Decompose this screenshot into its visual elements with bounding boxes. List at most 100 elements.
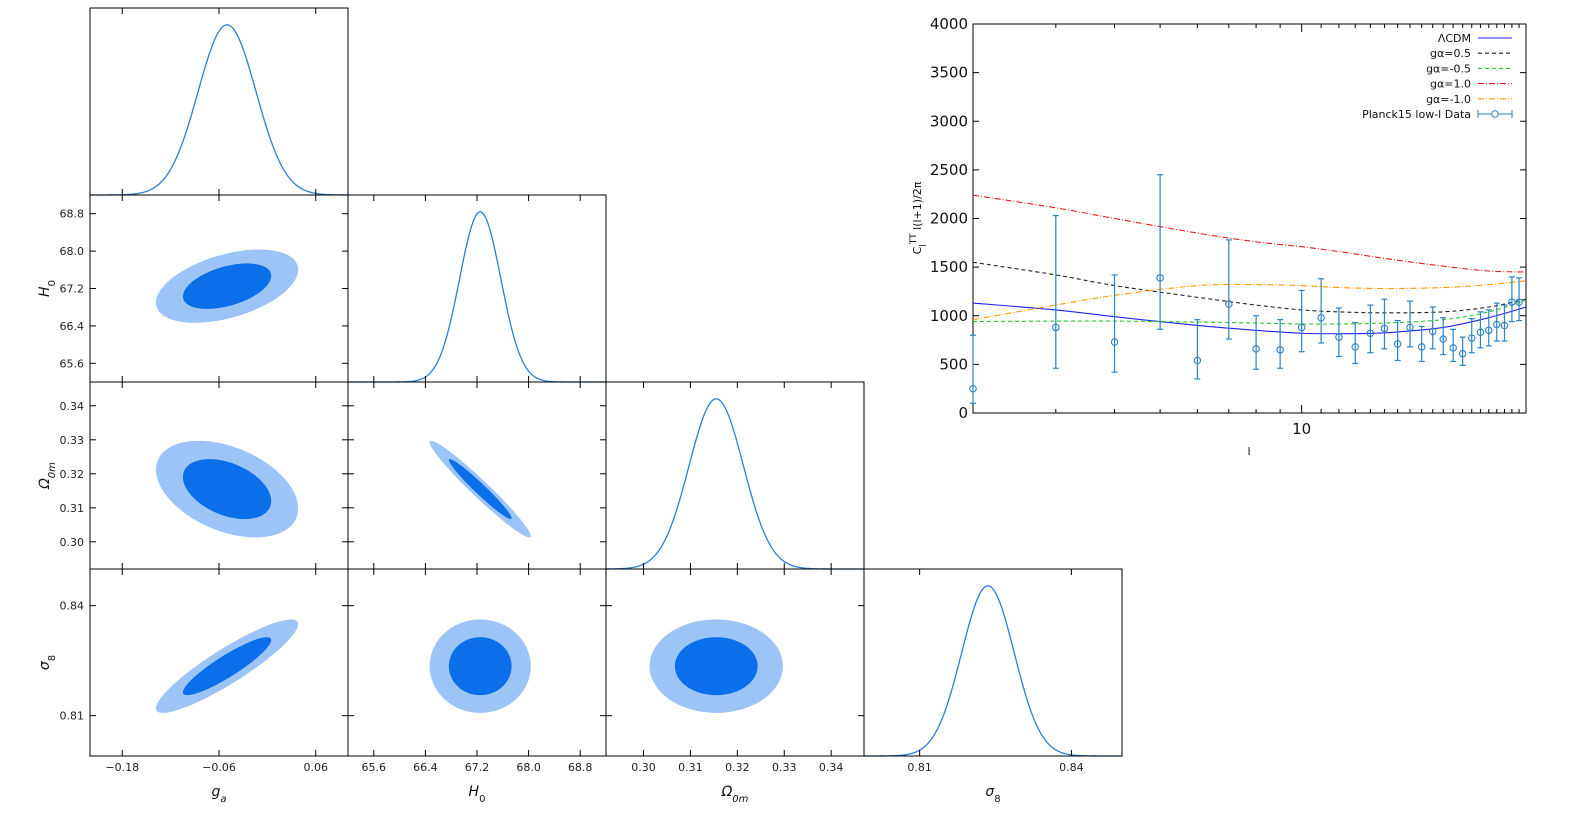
data-point-7 xyxy=(1276,346,1284,354)
xtick-label: 10 xyxy=(1292,420,1311,438)
ytick-label: 0.34 xyxy=(60,400,85,413)
yaxis-label-2-sub: 0m xyxy=(47,462,58,478)
yaxis-label-3-main: σ xyxy=(37,660,53,670)
ytick-label: 500 xyxy=(939,355,968,373)
ytick-label: 2000 xyxy=(930,210,968,228)
series-line-1 xyxy=(973,261,1526,314)
model-curves xyxy=(973,194,1526,335)
ytick-label: 1500 xyxy=(930,258,968,276)
contour-68-3-1 xyxy=(448,637,512,696)
series-line-3 xyxy=(973,194,1526,273)
ytick-label: 2500 xyxy=(930,161,968,179)
legend-label-4: gα=-1.0 xyxy=(1426,93,1471,106)
yaxis-label-2: Ω0m xyxy=(37,462,58,490)
xaxis-label-0-sub: a xyxy=(220,794,226,805)
series-line-2 xyxy=(973,299,1526,325)
data-point-22 xyxy=(1476,328,1485,337)
panel-2-0: 0.30 0.31 0.32 0.33 0.34 xyxy=(60,381,349,570)
ytick-label: 67.2 xyxy=(60,283,85,296)
ytick-label: 65.6 xyxy=(60,357,85,370)
xtick-label: 0.84 xyxy=(1059,761,1084,774)
ytick-label: 4000 xyxy=(930,15,968,33)
ytick-label: 1000 xyxy=(930,307,968,325)
panel-2-1 xyxy=(347,381,607,570)
xaxis-label-1: H0 xyxy=(469,784,486,805)
legend-label-5: Planck15 low-l Data xyxy=(1362,108,1471,121)
marginal-curve-1 xyxy=(348,211,606,383)
data-point-24 xyxy=(1493,320,1501,329)
data-point-21 xyxy=(1467,334,1476,342)
xaxis-label-1-main: H xyxy=(469,784,480,800)
contour-68-3-0 xyxy=(182,637,272,696)
xtick-label: 68.0 xyxy=(516,761,541,774)
panel-3-0: −0.18 −0.06 0.06 0.81 0.84 xyxy=(60,568,349,774)
y-axis-label-sup: TT xyxy=(909,233,919,245)
xaxis-label-2-sub: 0m xyxy=(732,794,748,805)
legend-label-1: gα=0.5 xyxy=(1430,47,1471,60)
panel-frame-0-0 xyxy=(89,7,349,196)
data-point-0 xyxy=(969,384,977,393)
xaxis-label-0-main: g xyxy=(211,784,220,800)
yaxis-label-3: σ8 xyxy=(37,655,58,670)
ytick-label: 3000 xyxy=(930,112,968,130)
ytick-label: 68.0 xyxy=(60,245,85,258)
data-point-14 xyxy=(1393,340,1402,348)
xtick-label: 0.31 xyxy=(678,761,703,774)
ytick-label: 0 xyxy=(958,404,968,422)
data-point-18 xyxy=(1439,335,1447,343)
yaxis-label-2-main: Ω xyxy=(37,478,53,490)
panel-1-0: 65.6 66.4 67.2 68.0 68.8 xyxy=(60,194,349,383)
yaxis-label-3-sub: 8 xyxy=(47,655,58,661)
xtick-label: −0.18 xyxy=(105,761,139,774)
data-point-6 xyxy=(1252,345,1260,353)
y-axis-label-c: C xyxy=(911,246,924,254)
xtick-label: 0.34 xyxy=(819,761,844,774)
data-point-19 xyxy=(1449,344,1457,352)
marginal-curve-3 xyxy=(864,585,1122,757)
xtick-label: 0.06 xyxy=(304,761,329,774)
data-point-23 xyxy=(1485,326,1493,335)
marginal-curve-2 xyxy=(605,398,864,570)
ytick-label: 0.84 xyxy=(60,600,85,613)
y-axis-label: ClTT l(l+1)/2π xyxy=(909,181,929,254)
ytick-label: 0.81 xyxy=(60,710,85,723)
data-point-10 xyxy=(1335,333,1343,341)
panel-3-3: 0.81 0.84 xyxy=(863,568,1123,774)
contour-68-1-0 xyxy=(182,263,272,309)
xtick-label: 68.8 xyxy=(568,761,593,774)
data-point-20 xyxy=(1458,349,1467,358)
xtick-label: 65.6 xyxy=(362,761,387,774)
panel-2-2 xyxy=(605,381,865,570)
xtick-label: 0.33 xyxy=(772,761,797,774)
data-point-13 xyxy=(1380,324,1389,333)
legend-marker xyxy=(1491,110,1499,118)
power-spectrum-plot: 0500100015002000250030003500400010lClTT … xyxy=(909,15,1527,458)
yaxis-label-1-sub: 0 xyxy=(47,280,58,286)
ytick-label: 0.30 xyxy=(60,536,85,549)
data-point-2 xyxy=(1110,338,1119,346)
contour-68-2-0 xyxy=(182,459,272,520)
data-point-15 xyxy=(1406,323,1414,332)
data-point-8 xyxy=(1297,323,1306,332)
ytick-label: 66.4 xyxy=(60,320,85,333)
legend: ΛCDM gα=0.5 gα=-0.5 gα=1.0 gα=-1.0 Planck15 l… xyxy=(1362,32,1513,121)
contour-68-2-1 xyxy=(448,459,512,520)
panel-1-1 xyxy=(347,194,607,383)
data-point-4 xyxy=(1193,356,1202,365)
data-point-3 xyxy=(1156,274,1164,282)
legend-label-3: gα=1.0 xyxy=(1430,78,1471,91)
data-point-1 xyxy=(1052,323,1060,332)
yaxis-label-1: H0 xyxy=(37,280,58,297)
errorbar-points xyxy=(969,174,1523,404)
data-point-17 xyxy=(1428,327,1437,336)
xaxis-label-0: ga xyxy=(211,784,226,805)
xaxis-label-2-main: Ω xyxy=(721,784,733,800)
legend-label-0: ΛCDM xyxy=(1438,32,1471,45)
xaxis-label-3: σ8 xyxy=(985,784,1000,805)
data-point-12 xyxy=(1366,329,1375,338)
legend-label-2: gα=-0.5 xyxy=(1426,62,1471,75)
panel-frame-1-1 xyxy=(347,194,607,383)
marginal-curve-0 xyxy=(90,24,348,196)
xtick-label: 0.30 xyxy=(631,761,656,774)
series-line-0 xyxy=(973,302,1526,335)
